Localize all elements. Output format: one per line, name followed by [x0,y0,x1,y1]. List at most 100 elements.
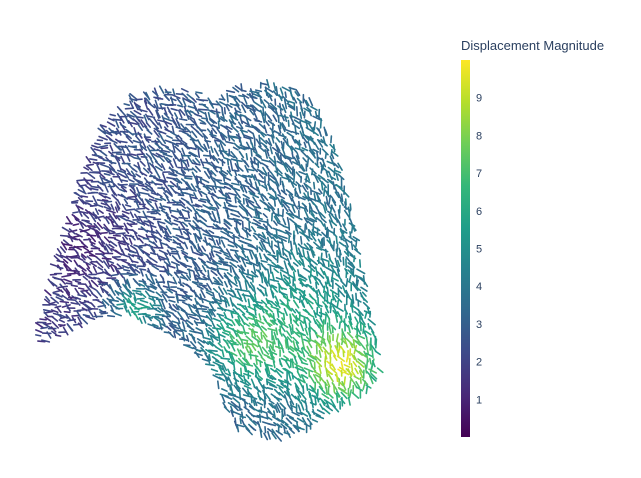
cone-mark [75,289,79,295]
cone-mark [366,387,367,393]
cone-mark [285,115,287,121]
cone-field [36,80,383,441]
cone-mark [62,295,67,299]
cone-mark [281,155,282,163]
cone-mark [292,309,295,313]
cone-mark [167,326,171,330]
cone-mark [370,359,371,364]
cone-mark [64,244,72,245]
cone-mark [196,328,202,331]
cone-mark [73,212,78,213]
cone-mark [266,122,269,126]
cone-mark [276,328,277,334]
cone-mark [285,129,292,132]
cone-mark [115,314,121,316]
cone-mark [260,254,262,259]
cone-mark [72,285,78,286]
cone-mark [292,153,293,159]
cone-mark [178,168,185,169]
cone-mark [110,162,116,163]
cone-mark [177,184,178,189]
cone-mark [343,286,346,293]
cone-mark [192,172,195,178]
cone-mark [316,112,317,117]
cone-mark [162,301,165,309]
cone-mark [360,260,361,267]
cone-plot-area[interactable] [0,0,440,473]
cone-mark [154,248,163,249]
cone-mark [264,126,266,133]
cone-mark [297,107,298,116]
cone-mark [126,209,134,210]
cone-mark [215,149,219,156]
cone-mark [175,113,178,118]
cone-mark [248,130,252,133]
cone-mark [325,316,326,324]
cone-mark [56,335,61,336]
cone-mark [240,116,242,123]
cone-mark [291,241,292,250]
cone-mark [284,409,285,415]
cone-mark [310,376,314,383]
cone-mark [300,296,301,302]
cone-mark [317,218,321,221]
cone-mark [248,299,249,306]
colorbar-tick-label: 1 [476,394,482,406]
cone-mark [252,227,256,232]
cone-mark [217,129,221,135]
cone-mark [205,141,210,142]
colorbar-tick-label: 4 [476,281,482,293]
cone-mark [275,162,277,170]
cone-mark [278,188,281,194]
cone-mark [281,88,283,94]
cone-mark [234,363,235,370]
cone-mark [91,205,97,206]
cone-mark [58,267,63,268]
cone-mark [337,375,338,382]
cone-mark [138,109,147,111]
cone-mark [146,275,148,280]
cone-mark [81,196,87,197]
cone-mark [284,309,287,316]
cone-mark [174,159,177,167]
cone-mark [131,146,136,147]
cone-mark [228,377,232,385]
cone-mark [336,237,337,244]
cone-mark [326,250,327,258]
cone-mark [227,327,233,330]
cone-mark [211,147,213,153]
cone-mark [241,290,248,291]
cone-mark [143,316,145,323]
cone-mark [212,252,214,257]
cone-mark [331,136,332,143]
cone-mark [139,125,143,130]
cone-mark [368,324,369,329]
cone-mark [324,188,325,196]
cone-mark [198,140,201,145]
cone-mark [135,270,139,273]
cone-mark [172,321,178,323]
cone-mark [110,115,115,116]
cone-mark [79,210,82,216]
cone-mark [121,156,125,163]
cone-mark [114,221,118,226]
cone-mark [110,233,116,234]
cone-mark [332,153,334,158]
cone-mark [337,342,338,348]
colorbar-gradient [461,60,470,437]
cone-mark [196,92,202,93]
cone-mark [199,200,206,202]
cone-mark [247,276,253,279]
cone-mark [99,157,104,159]
cone-mark [281,272,283,279]
cone-mark [353,362,356,367]
cone-mark [36,323,43,328]
cone-mark [186,176,192,177]
cone-mark [274,131,280,134]
cone-mark [166,317,172,323]
cone-mark [225,407,230,412]
cone-mark [277,309,278,317]
cone-mark [262,275,263,283]
cone-mark [64,312,70,313]
cone-mark [234,235,235,243]
